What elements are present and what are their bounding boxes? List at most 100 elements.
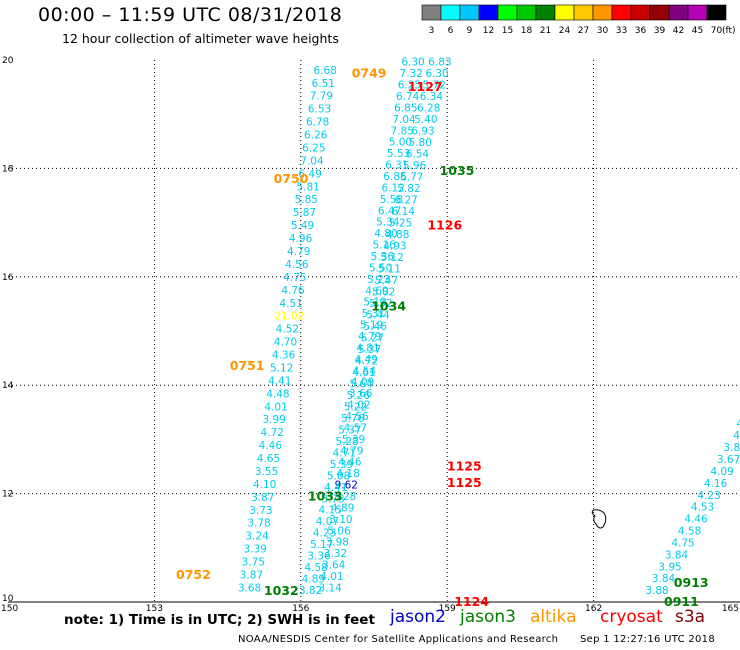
wave-height-value: 4.58: [678, 526, 701, 538]
wave-height-value: 4.46: [338, 457, 362, 469]
color-scale-label: 9: [467, 26, 473, 36]
wave-height-value: 5.58: [380, 194, 403, 206]
wave-height-value: 6.68: [314, 65, 337, 77]
wave-height-value: 5.00: [389, 137, 412, 149]
wave-height-value: 4.58: [304, 562, 327, 574]
wave-height-value: 4.70: [274, 337, 297, 349]
wave-height-value: 4.93: [383, 241, 406, 253]
wave-height-value: 3.87: [251, 492, 274, 504]
wave-height-value: 6.53: [308, 104, 331, 116]
pass-time-label: 0911: [664, 594, 699, 609]
wave-height-value: 5.23: [367, 274, 390, 286]
wave-height-value: 4.56: [345, 411, 369, 423]
wave-height-value: 3.67: [717, 454, 740, 466]
legend-s3a: s3a: [675, 607, 706, 627]
color-scale-label: 21: [540, 26, 551, 36]
wave-height-value: 5.39: [342, 434, 365, 446]
wave-height-value: 5.46: [364, 321, 388, 333]
wave-height-value: 5.17: [310, 539, 333, 551]
generation-timestamp: Sep 1 12:27:16 UTC 2018: [580, 634, 716, 645]
wave-height-value: 4.81: [356, 342, 379, 354]
color-scale-legend: 3 6 9 12 15 18 21 24 27 30 33 36 39 42 45 70 (ft): [421, 4, 736, 36]
wave-height-value: 4.88: [386, 229, 409, 241]
wave-height-value: 4.46: [684, 514, 708, 526]
wave-height-value: 4.76: [281, 285, 305, 297]
wave-height-value: 4.52: [276, 324, 299, 336]
wave-height-value: 3.68: [238, 582, 261, 594]
x-tick-label: 150: [1, 604, 18, 614]
wave-height-value: 6.49: [298, 168, 321, 180]
wave-height-value: 3.82: [299, 585, 322, 597]
wave-height-value: 7.32: [400, 68, 423, 80]
wave-height-value: 5.80: [409, 137, 432, 149]
wave-height-value: 5.39: [330, 459, 353, 471]
x-tick-label: 153: [146, 604, 163, 614]
wave-height-value: 5.19: [360, 320, 383, 332]
wave-height-value: 4.46: [259, 440, 283, 452]
wave-height-value: 6.85: [383, 171, 406, 183]
wave-height-value: 5.22: [344, 401, 367, 413]
wave-height-value: 21.02: [274, 311, 304, 323]
legend-cryosat: cryosat: [600, 607, 663, 627]
footer-note: note: 1) Time is in UTC; 2) SWH is in fe…: [64, 612, 375, 628]
wave-height-value: 4.71: [333, 447, 356, 459]
wave-height-value: 3.73: [321, 493, 344, 505]
wave-height-value: 4.49: [354, 354, 377, 366]
wave-height-value: 4.07: [316, 516, 339, 528]
wave-height-value: 4.61: [352, 367, 375, 379]
wave-height-value: 5.13: [363, 297, 386, 309]
wave-height-value: 3.87: [240, 570, 263, 582]
pass-time-label: 0750: [274, 171, 309, 186]
wave-height-value: 4.75: [671, 537, 694, 549]
pass-time-label: 1033: [308, 488, 343, 503]
wave-height-value: 3.36: [307, 551, 331, 563]
wave-height-value: 5.53: [387, 148, 410, 160]
wave-height-value: 3.66: [349, 388, 373, 400]
wave-height-value: 4.79: [358, 331, 381, 343]
wave-height-value: 4.6: [733, 430, 740, 442]
wave-height-value: 5.08: [327, 470, 350, 482]
wave-height-value: 4.01: [320, 571, 343, 583]
wave-height-value: 3.14: [318, 582, 342, 594]
pass-time-label: 1032: [264, 583, 299, 598]
wave-height-value: 5.27: [361, 332, 384, 344]
y-tick-label: 10: [2, 594, 14, 604]
pass-time-label: 1125: [447, 459, 482, 474]
wave-height-value: 5.12: [380, 252, 403, 264]
wave-height-value: 4.51: [279, 298, 302, 310]
wave-height-value: 7.85: [391, 125, 414, 137]
wave-height-value: 3.10: [329, 514, 352, 526]
color-scale-label: 36: [635, 26, 647, 36]
wave-height-value: 4.89: [302, 574, 325, 586]
wave-height-value: 4.23: [313, 528, 336, 540]
x-tick-label: 159: [439, 604, 456, 614]
pass-time-label: 1126: [427, 217, 462, 232]
pass-time-label: 1125: [447, 475, 482, 490]
color-scale-label: 42: [673, 26, 684, 36]
wave-height-value: 6.54: [406, 149, 430, 161]
pass-time-label: 1127: [408, 79, 443, 94]
wave-height-value: 3.78: [247, 518, 270, 530]
wave-height-value: 5.31: [362, 308, 385, 320]
wave-height-value: 4.23: [697, 490, 720, 502]
legend-jason2: jason2: [390, 607, 446, 627]
wave-height-value: 5.02: [372, 286, 395, 298]
wave-height-value: 4.36: [272, 350, 296, 362]
wave-height-value: 4.15: [319, 505, 342, 517]
x-tick-label: 162: [585, 604, 602, 614]
wave-height-value: 5.37: [338, 424, 361, 436]
wave-height-value: 6.26: [304, 130, 328, 142]
color-scale-label: 6: [448, 26, 454, 36]
wave-height-value: 4.53: [691, 502, 714, 514]
wave-height-value: 6.85: [394, 102, 417, 114]
pass-time-label: 1034: [371, 299, 406, 314]
wave-height-value: 5.87: [293, 207, 316, 219]
color-scale-label: 45: [692, 26, 703, 36]
color-scale-swatch: [706, 4, 727, 21]
wave-height-value: 5.06: [327, 525, 351, 537]
color-scale-unit: (ft): [722, 26, 736, 36]
chart-subtitle: 12 hour collection of altimeter wave hei…: [62, 31, 339, 46]
wave-height-value: 5.44: [366, 309, 390, 321]
wave-height-value: 6.28: [417, 103, 440, 115]
wave-height-value: 3.88: [645, 585, 668, 597]
